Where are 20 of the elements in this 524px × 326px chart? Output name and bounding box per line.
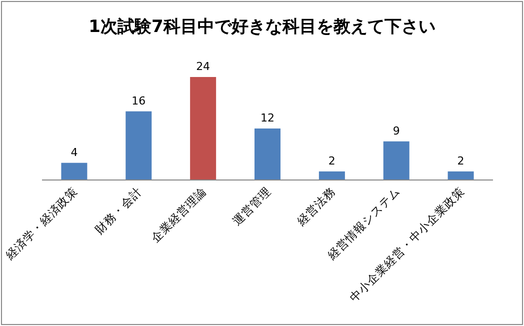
bar [383, 141, 410, 180]
bar [190, 77, 216, 180]
data-label: 16 [132, 94, 146, 108]
data-label: 2 [457, 154, 464, 168]
data-label: 12 [260, 112, 274, 124]
bar [448, 171, 474, 180]
x-tick-label: 財務・会計 [92, 184, 145, 237]
bar [61, 162, 88, 180]
x-tick-label: 運営管理 [230, 184, 274, 228]
data-label: 9 [392, 124, 400, 138]
bar [254, 128, 280, 180]
bar [126, 111, 152, 180]
x-tick-label: 経済学・経済政策 [2, 184, 80, 263]
bar [318, 171, 345, 180]
x-tick-label: 経営法務 [294, 184, 338, 229]
data-label: 24 [196, 60, 210, 73]
x-tick-label: 企業経営理論 [148, 184, 210, 246]
chart-title: 1次試験7科目中で好きな科目を教えて下さい [88, 17, 436, 37]
data-label: 2 [328, 154, 336, 168]
data-label: 4 [70, 146, 78, 159]
